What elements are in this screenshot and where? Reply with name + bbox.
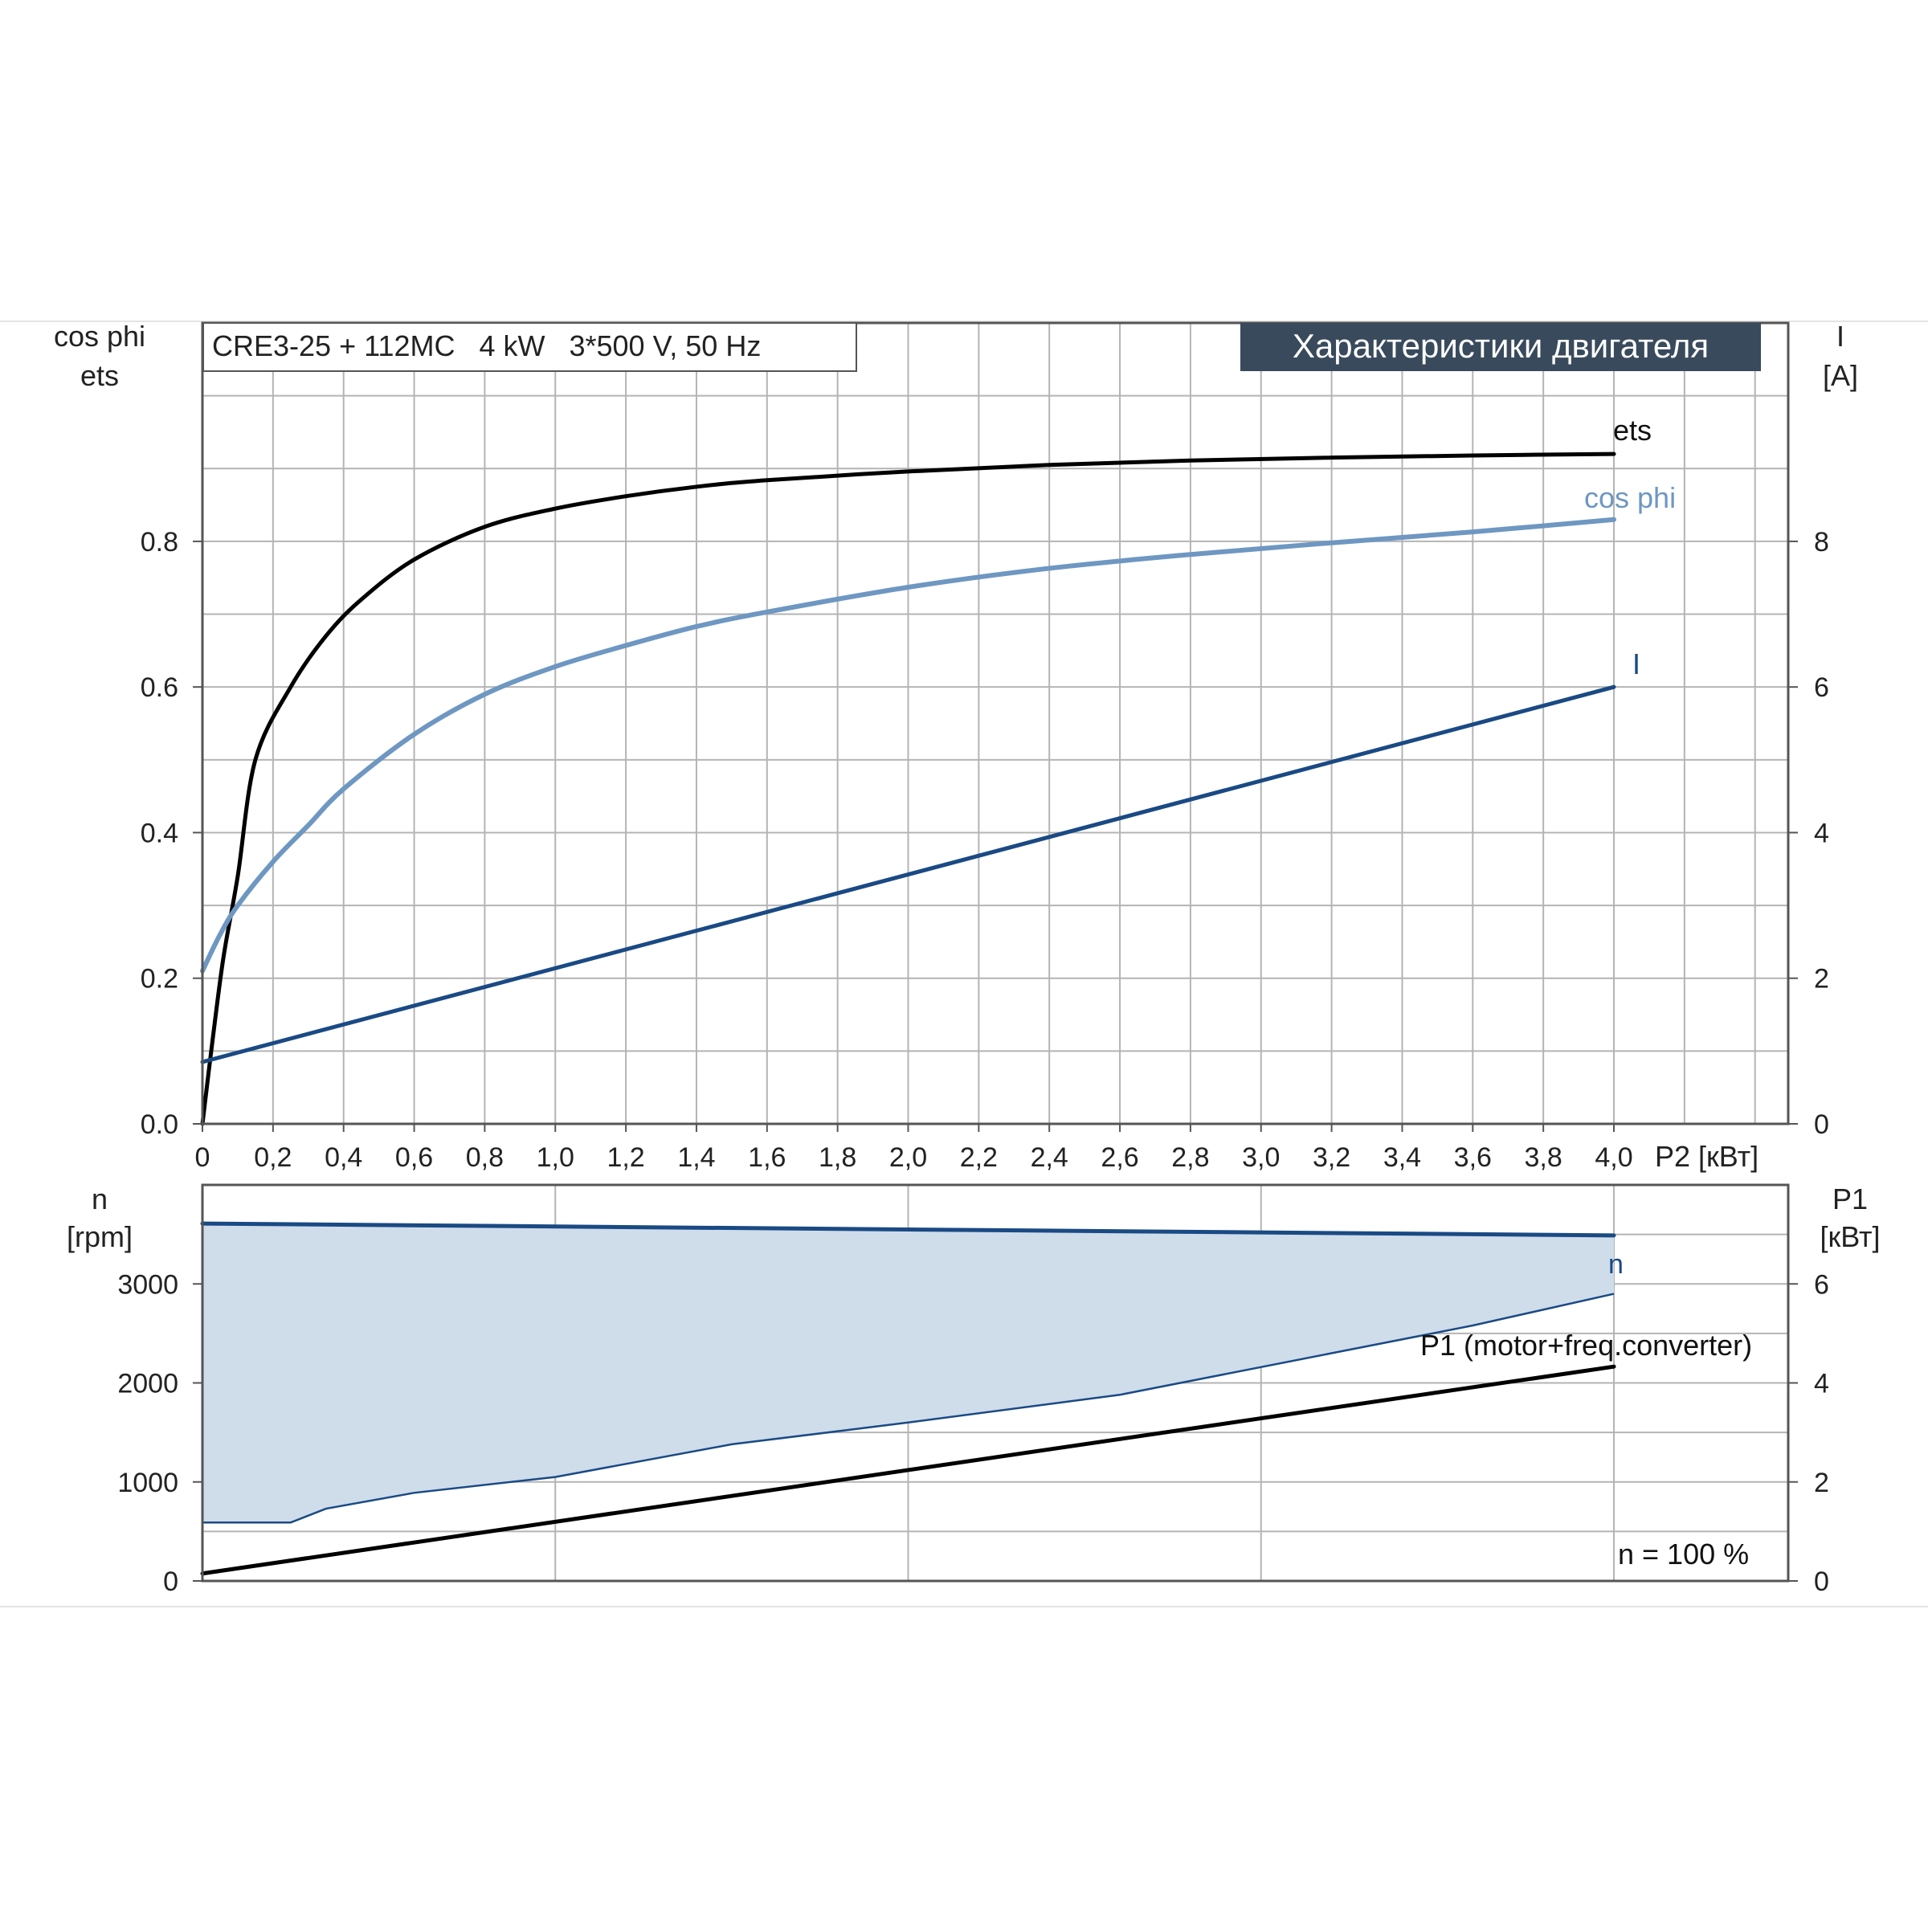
series-line-i bbox=[200, 684, 1616, 1064]
bottom-right-y-tick-label: 6 bbox=[1814, 1269, 1829, 1300]
x-tick-label: 4,0 bbox=[1595, 1142, 1632, 1173]
right-y-tick-label: 6 bbox=[1814, 672, 1829, 703]
left-y-tick-label: 0.2 bbox=[141, 964, 178, 995]
bottom-left-axis-unit-rpm: [rpm] bbox=[67, 1220, 133, 1253]
x-tick-label: 3,0 bbox=[1242, 1142, 1280, 1173]
title-banner bbox=[1240, 323, 1761, 371]
top-chart-grid bbox=[202, 322, 1788, 1124]
speed-band-lower-line bbox=[202, 1293, 1615, 1524]
top-plot-frame bbox=[201, 321, 1790, 1125]
left-axis-label-cosphi: cos phi bbox=[54, 320, 145, 353]
series-line-ets bbox=[200, 451, 1616, 1126]
left-y-tick-label: 0.8 bbox=[141, 527, 178, 558]
x-tick-label: 3,2 bbox=[1313, 1142, 1350, 1173]
right-y-tick-label: 4 bbox=[1814, 818, 1829, 848]
x-tick-label: 1,8 bbox=[819, 1142, 856, 1173]
left-y-tick-label: 0.0 bbox=[141, 1109, 178, 1140]
bottom-left-y-tick-label: 0 bbox=[163, 1566, 178, 1597]
bottom-right-axis-unit-kw: [кВт] bbox=[1820, 1220, 1880, 1253]
info-box-text: CRE3-25 + 112MC 4 kW 3*500 V, 50 Hz bbox=[212, 329, 761, 362]
series-label-ets: ets bbox=[1613, 414, 1652, 447]
x-tick-label: 1,0 bbox=[537, 1142, 574, 1173]
right-y-tick-label: 2 bbox=[1814, 964, 1829, 995]
speed-range-band bbox=[202, 1223, 1614, 1523]
x-tick-label: 3,4 bbox=[1383, 1142, 1421, 1173]
x-tick-label: 0,4 bbox=[325, 1142, 362, 1173]
chart-title: Характеристики двигателя bbox=[1293, 327, 1709, 365]
x-tick-label: 1,6 bbox=[748, 1142, 786, 1173]
bottom-left-y-tick-label: 2000 bbox=[117, 1369, 178, 1399]
series-line-p1 bbox=[200, 1364, 1616, 1576]
bottom-left-y-tick-label: 1000 bbox=[117, 1468, 178, 1498]
x-tick-label: 2,8 bbox=[1171, 1142, 1209, 1173]
bottom-left-axis-label-n: n bbox=[92, 1182, 108, 1215]
series-line-n bbox=[200, 1221, 1616, 1238]
x-tick-label: 3,6 bbox=[1454, 1142, 1492, 1173]
bottom-right-axis-label-p1: P1 bbox=[1832, 1182, 1868, 1215]
x-tick-label: 2,6 bbox=[1101, 1142, 1138, 1173]
x-tick-label: 2,4 bbox=[1031, 1142, 1068, 1173]
speed-annotation: n = 100 % bbox=[1618, 1538, 1749, 1571]
x-tick-label: 0,2 bbox=[254, 1142, 292, 1173]
x-tick-label: 0 bbox=[195, 1142, 210, 1173]
bottom-left-y-tick-label: 3000 bbox=[117, 1269, 178, 1300]
bottom-right-y-tick-label: 2 bbox=[1814, 1468, 1829, 1498]
series-line-cos-phi bbox=[200, 517, 1616, 974]
x-tick-label: 2,0 bbox=[889, 1142, 927, 1173]
tick-labels: 0 0,2 0,4 0,6 0,8 1,0 1,2 1,4 1,6 1,8 2,0 2,2 2,4 2,6… bbox=[117, 527, 1829, 1597]
x-tick-label: 0,6 bbox=[395, 1142, 433, 1173]
right-axis-label-i: I bbox=[1836, 320, 1844, 353]
right-y-tick-label: 0 bbox=[1814, 1109, 1829, 1140]
left-y-tick-label: 0.6 bbox=[141, 672, 178, 703]
speed-band bbox=[202, 1223, 1615, 1524]
series-label-n: n bbox=[1608, 1249, 1624, 1280]
x-axis-label: P2 [кВт] bbox=[1655, 1140, 1758, 1173]
x-tick-label: 1,4 bbox=[677, 1142, 715, 1173]
series-label-p1: P1 (motor+freq.converter) bbox=[1420, 1329, 1752, 1362]
left-axis-label-ets: ets bbox=[80, 359, 119, 392]
x-tick-label: 0,8 bbox=[466, 1142, 504, 1173]
x-tick-label: 2,2 bbox=[960, 1142, 998, 1173]
x-tick-label: 1,2 bbox=[607, 1142, 644, 1173]
series-label-i: I bbox=[1632, 647, 1640, 680]
bottom-right-y-tick-label: 0 bbox=[1814, 1566, 1829, 1597]
left-y-tick-label: 0.4 bbox=[141, 818, 178, 848]
bottom-right-y-tick-label: 4 bbox=[1814, 1369, 1829, 1399]
series-label-cosphi: cos phi bbox=[1584, 481, 1676, 514]
x-tick-label: 3,8 bbox=[1525, 1142, 1562, 1173]
series-lines bbox=[200, 451, 1616, 1576]
info-box bbox=[202, 322, 857, 372]
right-axis-unit-a: [A] bbox=[1823, 359, 1858, 392]
right-y-tick-label: 8 bbox=[1814, 527, 1829, 558]
